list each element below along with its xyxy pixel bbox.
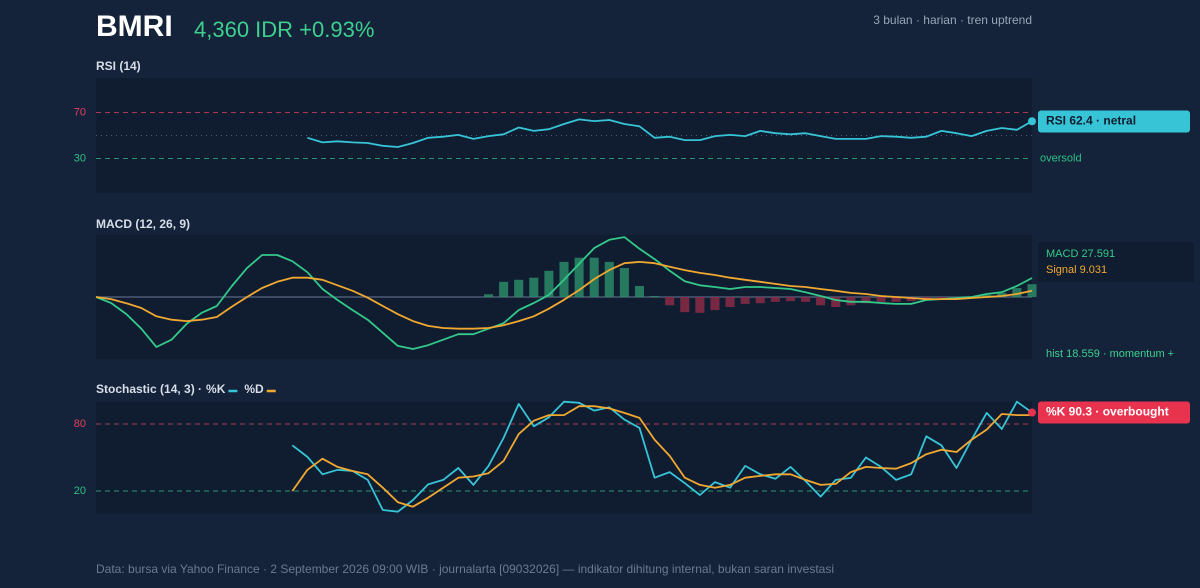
value-tag [1038, 110, 1190, 133]
histogram-bar [785, 297, 795, 302]
hist-label: hist 18.559 · momentum + [1046, 348, 1174, 360]
last-point [1028, 117, 1036, 126]
quote: 4,360 IDR +0.93% [194, 17, 374, 42]
meta: 3 bulan · harian · tren uptrend [873, 13, 1032, 27]
histogram-bar [936, 297, 946, 299]
value-tag-label: %K 90.3 · overbought [1046, 405, 1169, 419]
histogram-bar [634, 285, 645, 297]
histogram-bar [725, 297, 735, 307]
annotation: oversold [1040, 152, 1082, 164]
line [291, 405, 1032, 508]
footer: Data: bursa via Yahoo Finance · 2 Septem… [96, 562, 834, 576]
symbol: BMRI [96, 10, 173, 43]
legend-box [1038, 242, 1194, 282]
y-tick-label: 80 [74, 418, 86, 430]
histogram-bar [1027, 284, 1037, 297]
histogram-bar [574, 257, 584, 297]
histogram-bar [816, 297, 826, 306]
legend-label: Signal 9.031 [1046, 264, 1107, 276]
histogram-bar [680, 297, 690, 313]
histogram-bar [665, 297, 675, 306]
legend-label: MACD 27.591 [1046, 248, 1115, 260]
panel [96, 401, 1032, 514]
y-tick-label: 70 [74, 106, 86, 118]
line [95, 236, 1033, 350]
histogram-bar [982, 294, 992, 297]
panel-title: RSI (14) [96, 59, 141, 73]
histogram-bar [861, 297, 871, 304]
y-tick-label: 20 [74, 485, 86, 497]
histogram-bar [1012, 288, 1022, 297]
line [95, 261, 1033, 330]
histogram-bar [740, 297, 750, 304]
y-tick-label: 30 [74, 152, 86, 164]
histogram-bar [650, 295, 660, 297]
value-tag-label: RSI 62.4 · netral [1046, 114, 1136, 128]
last-point [1028, 408, 1036, 417]
line [307, 118, 1033, 148]
histogram-bar [483, 294, 494, 297]
histogram-bar [499, 281, 509, 297]
histogram-bar [770, 297, 780, 302]
histogram-bar [876, 297, 886, 302]
histogram-bar [801, 297, 811, 302]
histogram-bar [589, 257, 599, 297]
panel-title: MACD (12, 26, 9) [96, 217, 190, 231]
histogram-bar [906, 297, 916, 302]
histogram-bar [619, 268, 629, 297]
histogram-bar [891, 297, 901, 302]
line [291, 400, 1033, 513]
histogram-bar [604, 261, 614, 297]
legend-label: %D [244, 382, 264, 396]
histogram-bar [755, 297, 765, 304]
histogram-bar [997, 292, 1007, 297]
histogram-bar [544, 270, 554, 297]
histogram-bar [695, 297, 705, 313]
histogram-bar [710, 297, 720, 311]
histogram-bar [514, 279, 524, 297]
legend-label: %K [206, 382, 226, 396]
value-tag [1038, 401, 1190, 424]
histogram-bar [529, 277, 539, 297]
panel-title: Stochastic (14, 3) · [96, 382, 202, 396]
histogram-bar [831, 297, 841, 307]
